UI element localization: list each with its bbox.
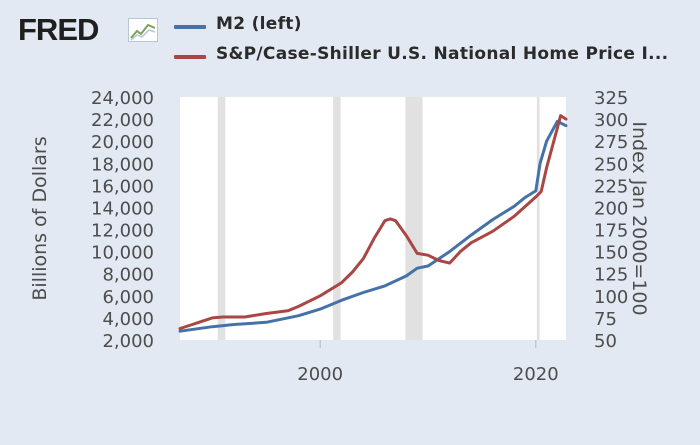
y-left-tick-label: 24,000 [91,88,154,109]
y-left-tick-label: 12,000 [91,221,154,242]
y-left-tick-label: 16,000 [91,176,154,197]
y-right-tick-label: 225 [594,176,628,197]
y-right-tick-label: 150 [594,243,628,264]
y-left-tick-label: 8,000 [102,265,154,286]
y-right-tick-label: 125 [594,265,628,286]
y-right-tick-label: 300 [594,110,628,131]
y-left-axis-label: Billions of Dollars [29,136,51,300]
legend-swatch-home-price [174,55,206,59]
x-tick-label: 2000 [297,364,343,385]
legend-swatch-m2 [174,25,206,29]
plot-background [180,97,566,340]
recession-band [217,97,226,340]
y-left-tick-label: 20,000 [91,132,154,153]
y-right-tick-label: 275 [594,132,628,153]
recession-band [333,97,341,340]
recession-band [536,97,540,340]
y-left-tick-label: 2,000 [102,331,154,352]
y-right-tick-label: 325 [594,88,628,109]
y-left-tick-label: 6,000 [102,287,154,308]
y-right-tick-label: 50 [594,331,617,352]
y-left-tick-label: 4,000 [102,309,154,330]
y-right-tick-label: 200 [594,198,628,219]
y-right-axis-label: Index Jan 2000=100 [628,121,650,315]
y-left-tick-label: 18,000 [91,154,154,175]
chart-header: FRED M2 (left) S&P/Case-Shiller U.S. Nat… [0,0,700,80]
legend-label-m2: M2 (left) [216,14,302,34]
series-line-m2 [178,119,568,333]
y-right-tick-label: 75 [594,309,617,330]
y-left-tick-label: 14,000 [91,198,154,219]
y-right-tick-label: 175 [594,221,628,242]
y-left-tick-label: 10,000 [91,243,154,264]
y-right-tick-label: 100 [594,287,628,308]
recession-band [405,97,423,340]
legend-label-home-price: S&P/Case-Shiller U.S. National Home Pric… [216,44,669,64]
series-line-home-price [178,114,568,330]
chart-line-icon [128,18,158,42]
y-right-tick-label: 250 [594,154,628,175]
x-tick-label: 2020 [513,364,559,385]
fred-logo[interactable]: FRED [18,12,99,47]
y-left-tick-label: 22,000 [91,110,154,131]
